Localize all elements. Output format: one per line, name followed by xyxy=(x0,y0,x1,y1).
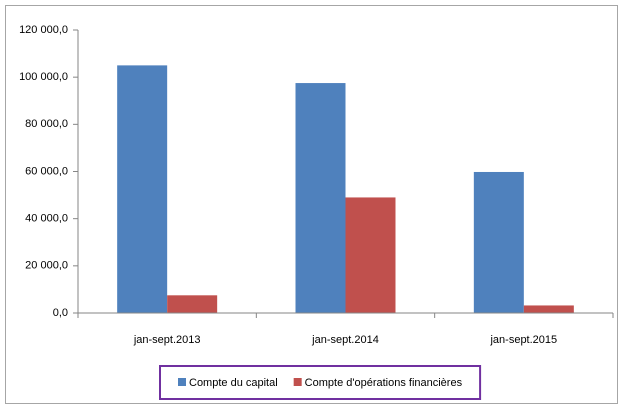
legend-box xyxy=(159,365,482,400)
y-tick-label: 0,0 xyxy=(53,307,68,319)
legend-label: Compte d'opérations financières xyxy=(305,377,463,389)
legend-swatch xyxy=(293,378,302,386)
legend-swatch xyxy=(178,378,186,386)
y-tick-label: 40 000,0 xyxy=(25,213,68,225)
y-tick-label: 80 000,0 xyxy=(25,118,68,130)
x-tick-label: jan-sept.2015 xyxy=(489,334,557,346)
legend: Compte du capital Compte d'opérations fin… xyxy=(159,365,482,400)
bar xyxy=(167,295,218,313)
y-tick-label: 120 000,0 xyxy=(19,24,68,36)
legend-label: Compte du capital xyxy=(189,377,278,389)
bar xyxy=(345,197,396,313)
bar xyxy=(117,65,168,313)
y-tick-label: 20 000,0 xyxy=(25,260,68,272)
x-tick-label: jan-sept.2014 xyxy=(311,334,379,346)
bar xyxy=(523,305,574,313)
bar xyxy=(473,171,524,313)
y-tick-label: 60 000,0 xyxy=(25,165,68,177)
y-tick-label: 100 000,0 xyxy=(19,71,68,83)
x-tick-label: jan-sept.2013 xyxy=(133,334,201,346)
bar xyxy=(295,83,346,313)
